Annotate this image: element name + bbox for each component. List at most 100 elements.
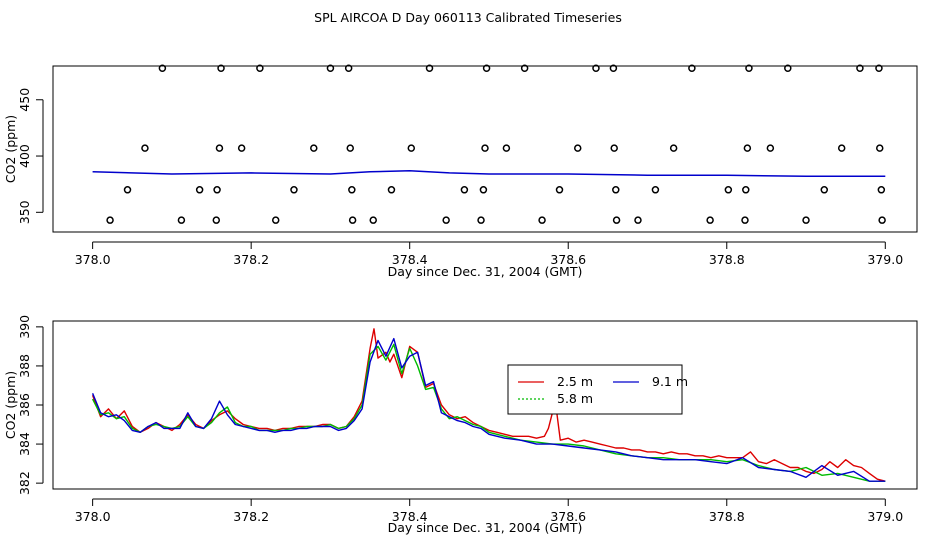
bot-y-tick-label: 386 (17, 393, 32, 417)
calibration-point (217, 64, 225, 73)
calibration-point (766, 144, 775, 152)
bot-x-tick-label: 378.8 (709, 509, 745, 524)
bottom-x-axis-label: Day since Dec. 31, 2004 (GMT) (388, 520, 583, 535)
calibration-point (875, 64, 883, 73)
calibration-point (669, 144, 678, 152)
calibration-point (573, 144, 582, 152)
top-x-axis-label: Day since Dec. 31, 2004 (GMT) (388, 264, 583, 279)
calibration-point (369, 216, 377, 224)
bottom-x-axis: 378.0 378.2 378.4 378.6 378.8 379.0 (75, 498, 903, 524)
bottom-panel: 378.0 378.2 378.4 378.6 378.8 379.0 382 384 386… (3, 315, 918, 535)
top-panel: 378.0 378.2 378.4 378.6 378.8 379.0 350 400 450… (3, 64, 918, 279)
calibration-point (213, 186, 221, 194)
calibration-point (212, 216, 221, 224)
calibration-point (610, 144, 618, 152)
calibration-point (820, 186, 829, 194)
top-y-axis: 350 400 450 (17, 88, 44, 224)
top-x-tick-label: 378.4 (392, 252, 428, 267)
calibration-point (741, 216, 749, 224)
bot-y-tick-label: 388 (17, 354, 32, 378)
calibration-point (326, 64, 335, 73)
bot-y-tick-label: 390 (17, 315, 32, 339)
calibration-point (387, 186, 396, 194)
calibration-point (482, 64, 491, 73)
calibration-point (290, 186, 298, 194)
calibration-point (688, 64, 696, 73)
calibration-point (743, 144, 752, 152)
calibration-point (802, 216, 810, 224)
calibration-point (481, 144, 489, 152)
calibration-point (609, 64, 618, 73)
calibration-point (407, 144, 416, 152)
top-series-lines (92, 169, 886, 178)
calibration-point (177, 216, 186, 224)
calibration-points (106, 64, 886, 224)
top-y-axis-label: CO2 (ppm) (3, 115, 18, 183)
top-series-ambient (92, 169, 886, 178)
calibration-point (477, 216, 485, 224)
calibration-point (141, 144, 149, 152)
calibration-point (612, 216, 621, 224)
calibration-point (237, 144, 246, 152)
bot-x-tick-label: 378.6 (550, 509, 586, 524)
top-x-tick-label: 378.6 (550, 252, 586, 267)
legend-box (507, 364, 683, 415)
calibration-point (555, 186, 564, 194)
calibration-point (106, 216, 114, 224)
bot-x-tick-label: 379.0 (867, 509, 903, 524)
bot-y-tick-label: 384 (17, 432, 32, 456)
calibration-point (877, 186, 886, 194)
calibration-point (742, 186, 750, 194)
bot-x-tick-label: 378.0 (75, 509, 111, 524)
calibration-point (215, 144, 224, 152)
top-x-tick-label: 379.0 (867, 252, 903, 267)
calibration-point (706, 216, 714, 224)
top-x-tick-label: 378.2 (233, 252, 269, 267)
series-line-9.1m (91, 337, 886, 482)
calibration-point (158, 64, 167, 73)
figure-title: SPL AIRCOA D Day 060113 Calibrated Times… (314, 10, 622, 25)
calibration-point (256, 64, 264, 73)
calibration-point (634, 216, 642, 224)
calibration-point (592, 64, 600, 73)
calibration-point (425, 64, 434, 73)
top-y-tick-label: 350 (17, 200, 32, 224)
bot-x-tick-label: 378.2 (233, 509, 269, 524)
calibration-point (195, 186, 204, 194)
bottom-series-lines (91, 328, 886, 482)
calibration-point (344, 64, 353, 73)
calibration-point (745, 64, 753, 73)
calibration-point (479, 186, 488, 194)
calibration-point (442, 216, 450, 224)
calibration-point (724, 186, 733, 194)
bot-x-tick-label: 378.4 (392, 509, 428, 524)
calibration-point (348, 216, 357, 224)
calibration-point (271, 216, 280, 224)
calibration-point (612, 186, 620, 194)
calibration-point (502, 144, 511, 152)
calibration-point (460, 186, 469, 194)
top-y-tick-label: 450 (17, 88, 32, 112)
calibration-point (651, 186, 660, 194)
bottom-y-axis: 382 384 386 388 390 (17, 315, 44, 495)
bottom-y-axis-label: CO2 (ppm) (3, 371, 18, 439)
legend-label-9.1m: 9.1 m (652, 374, 688, 389)
top-y-tick-label: 400 (17, 144, 32, 168)
calibration-point (856, 64, 864, 73)
calibration-point (123, 186, 132, 194)
calibration-point (310, 144, 318, 152)
calibration-point (784, 64, 792, 73)
calibration-point (538, 216, 546, 224)
legend: 2.5 m 5.8 m 9.1 m (507, 364, 688, 415)
calibration-point (520, 64, 529, 73)
calibration-point (346, 144, 354, 152)
top-x-axis: 378.0 378.2 378.4 378.6 378.8 379.0 (75, 241, 903, 267)
bot-y-tick-label: 382 (17, 471, 32, 495)
legend-label-2.5m: 2.5 m (557, 374, 593, 389)
calibration-point (837, 144, 846, 152)
calibration-point (875, 144, 884, 152)
legend-label-5.8m: 5.8 m (557, 391, 593, 406)
calibration-point (878, 216, 886, 224)
